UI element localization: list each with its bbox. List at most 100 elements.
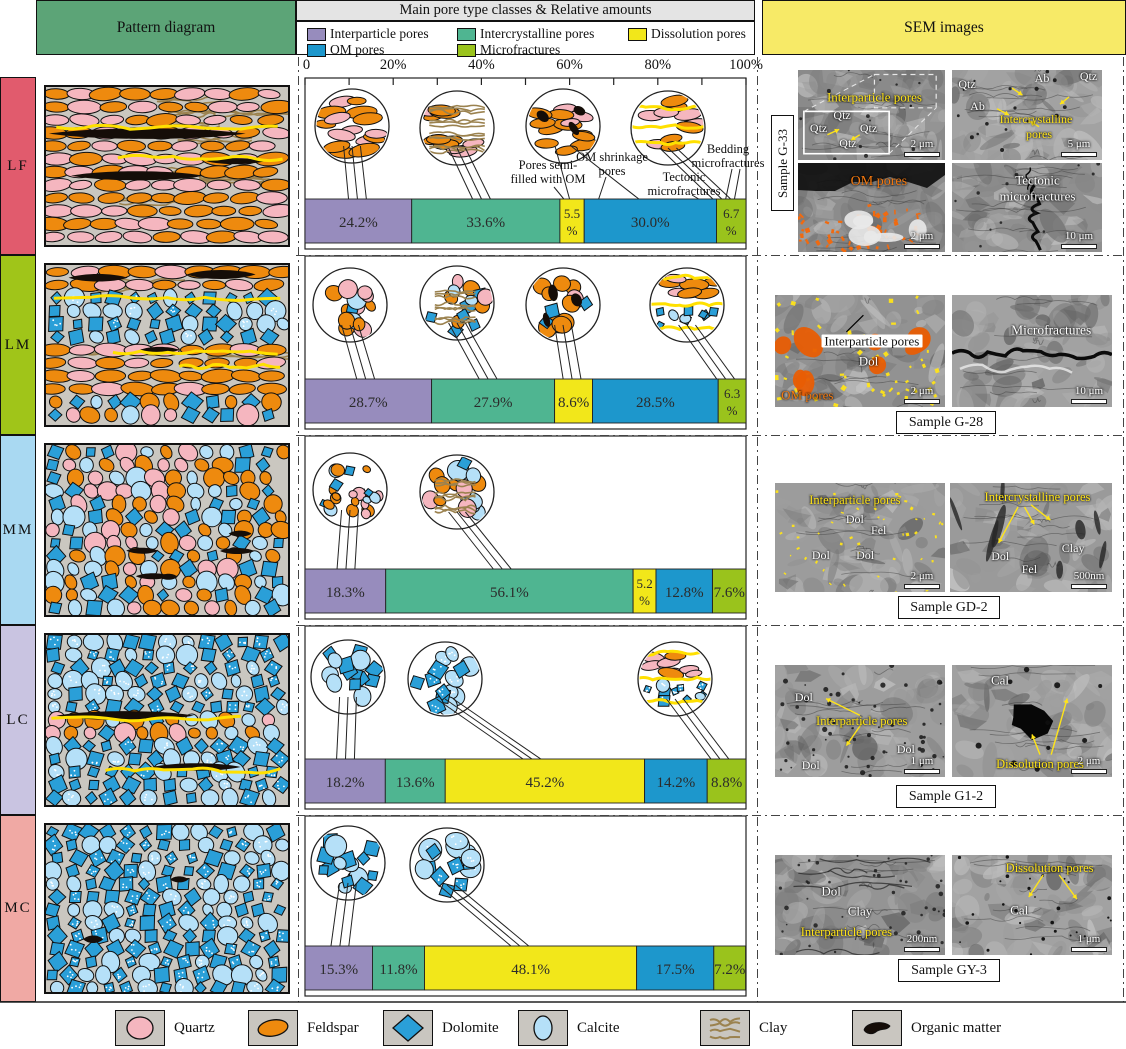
sem-label: Interparticle pores bbox=[826, 89, 922, 105]
row-label-LM: LM bbox=[0, 255, 36, 435]
dolomite-grain bbox=[220, 407, 235, 423]
f-grain bbox=[263, 494, 283, 514]
connector-line bbox=[694, 324, 742, 389]
connector-line bbox=[464, 147, 496, 209]
scale-bar-label: 2 μm bbox=[910, 137, 934, 150]
sem-texture bbox=[775, 855, 945, 955]
dolomite-grain bbox=[263, 598, 282, 617]
c-grain bbox=[90, 395, 103, 409]
dolomite-grain bbox=[252, 750, 271, 768]
q-grain bbox=[149, 494, 167, 514]
dolomite-grain bbox=[86, 765, 101, 779]
dolomite-grain bbox=[434, 683, 452, 701]
pore-legend-label: Intercrystalline pores bbox=[480, 26, 595, 41]
dolomite-grain bbox=[424, 311, 438, 323]
sem-label: Dol bbox=[896, 742, 915, 756]
dolomite-grain bbox=[144, 329, 158, 345]
connector-line bbox=[351, 145, 359, 209]
q-grain bbox=[127, 601, 142, 615]
dolomite-grain bbox=[100, 739, 113, 753]
c-grain bbox=[229, 497, 243, 511]
f-grain bbox=[44, 343, 71, 357]
pore-legend-swatch-icon bbox=[307, 27, 326, 41]
sem-texture bbox=[798, 70, 945, 160]
sem-label: Dol bbox=[801, 757, 820, 772]
pore-legend-swatch-icon bbox=[628, 27, 647, 41]
clay-wisps bbox=[167, 110, 216, 115]
clay-wisps bbox=[434, 306, 476, 312]
dolomite-grain bbox=[273, 538, 284, 548]
f-grain bbox=[152, 231, 181, 243]
clay-wisps bbox=[434, 289, 476, 294]
pore-legend-label: OM pores bbox=[330, 42, 385, 57]
f-grain bbox=[348, 142, 380, 158]
dolomite-grain bbox=[452, 659, 471, 679]
clay-wisps bbox=[119, 200, 183, 207]
scale-bar: 1 μm bbox=[904, 755, 940, 774]
mineral-swatch-box bbox=[700, 1010, 750, 1046]
c-grain bbox=[89, 330, 104, 344]
sem-image: Interparticle pores Dol Fel Dol Dol 2 μm bbox=[775, 483, 945, 592]
dolomite-grain bbox=[254, 585, 276, 605]
chart-area: 18.3% 56.1% 5.2% 12.8% 7.6% bbox=[304, 435, 747, 620]
connector-line bbox=[554, 324, 566, 389]
bar-segment-label: 15.3% bbox=[319, 962, 358, 978]
clay-wisps bbox=[434, 503, 477, 510]
dolomite-grain bbox=[205, 303, 222, 319]
bar-segment bbox=[444, 758, 645, 804]
sem-texture bbox=[775, 295, 945, 407]
bar-segment bbox=[304, 568, 387, 614]
c-grain bbox=[186, 482, 205, 500]
dolomite-grain bbox=[259, 327, 280, 347]
annotation-arrow bbox=[1058, 874, 1078, 900]
dolomite-grain bbox=[246, 497, 261, 511]
axis-tick-label: 0 bbox=[302, 57, 311, 73]
q-grain bbox=[360, 508, 371, 520]
f-grain bbox=[152, 279, 177, 291]
fracture-line bbox=[55, 123, 278, 131]
dolomite-grain bbox=[104, 889, 121, 905]
connector-line bbox=[465, 511, 519, 579]
axis-tick-label: 20% bbox=[379, 57, 407, 73]
dolomite-grain bbox=[139, 824, 153, 840]
f-grain bbox=[182, 575, 196, 589]
c-grain bbox=[179, 777, 198, 793]
sem-texture bbox=[952, 70, 1102, 160]
mineral-legend-label: Organic matter bbox=[911, 1019, 1002, 1036]
sem-label: Tectonic bbox=[1015, 172, 1060, 188]
connector-line bbox=[444, 698, 546, 769]
dolomite-grain bbox=[46, 470, 62, 486]
dolomite-grain bbox=[343, 465, 356, 477]
pattern-cell bbox=[44, 633, 290, 807]
connector-line bbox=[341, 324, 360, 389]
dolomite-grain bbox=[263, 659, 283, 677]
f-grain bbox=[158, 206, 182, 216]
dolomite-grain bbox=[185, 941, 200, 957]
row-label-LC: LC bbox=[0, 625, 36, 815]
bar-segment-label: 27.9% bbox=[474, 395, 513, 411]
c-grain bbox=[233, 875, 251, 893]
sem-texture bbox=[950, 483, 1112, 592]
connector-line bbox=[456, 322, 494, 389]
mineral-legend-item: Clay bbox=[700, 1010, 787, 1046]
scale-bar-line bbox=[904, 399, 940, 404]
pore-legend-label: Interparticle pores bbox=[330, 26, 429, 41]
c-grain bbox=[197, 535, 214, 551]
q-grain bbox=[364, 128, 388, 139]
sem-label: Intercrystalline bbox=[999, 111, 1073, 126]
connector-line bbox=[335, 696, 341, 769]
q-grain bbox=[262, 203, 290, 219]
sem-image: Interparticle pores Dol OM pores 2 μm bbox=[775, 295, 945, 407]
q-grain bbox=[66, 369, 95, 383]
f-grain bbox=[322, 499, 335, 510]
bar-segment-label: 8.8% bbox=[711, 775, 742, 791]
dolomite-grain bbox=[697, 309, 709, 320]
q-grain bbox=[44, 114, 70, 126]
dolomite-grain bbox=[162, 661, 175, 675]
q-grain bbox=[233, 179, 261, 191]
q-grain bbox=[357, 285, 373, 300]
sem-label: Dol bbox=[821, 883, 841, 899]
mineral-swatch-box bbox=[383, 1010, 433, 1046]
c-grain bbox=[226, 301, 243, 321]
dolomite-grain bbox=[438, 882, 456, 899]
